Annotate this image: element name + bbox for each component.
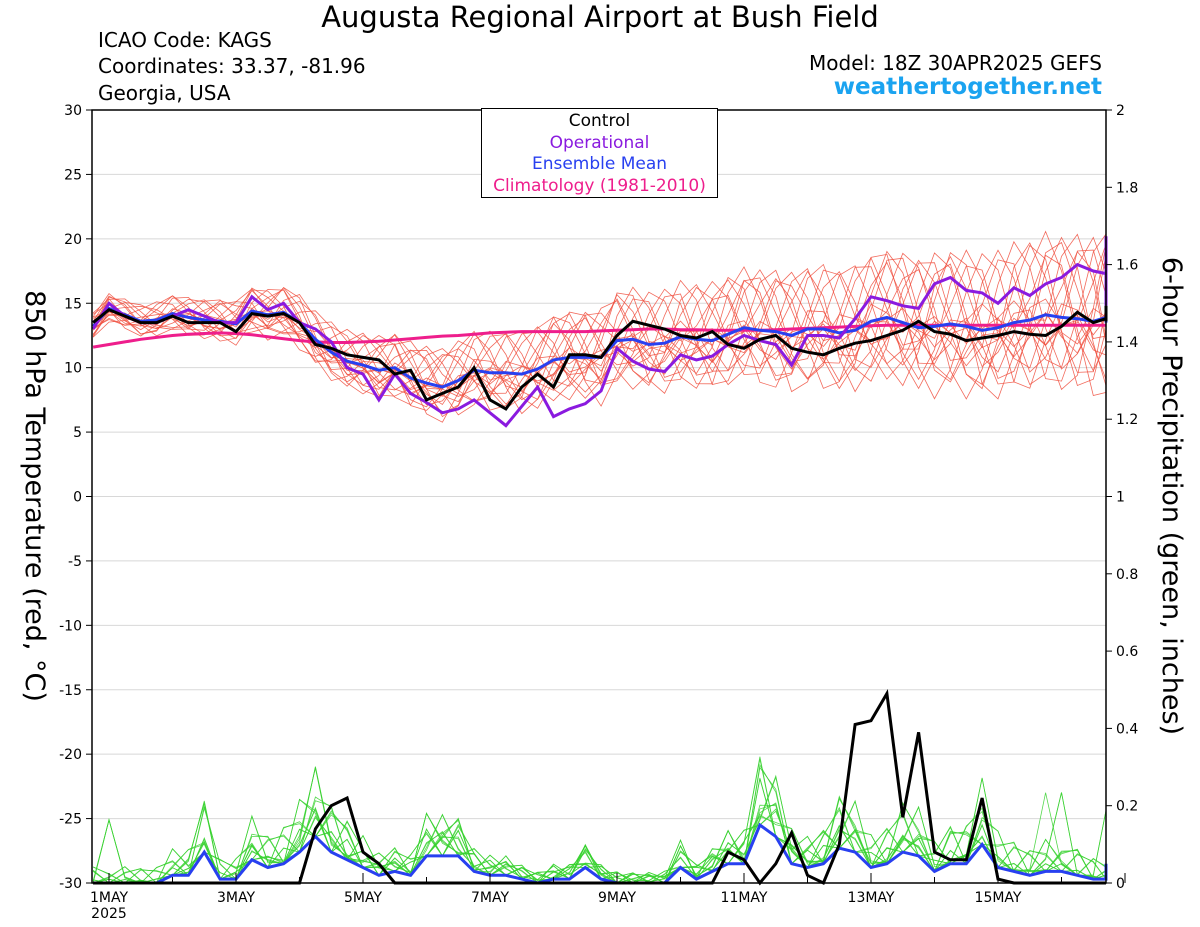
temp-member-line xyxy=(92,244,1107,411)
highlighted-series xyxy=(91,236,1108,886)
x-tick-label: 15MAY xyxy=(975,890,1022,906)
x-tick-label: 7MAY xyxy=(471,890,509,906)
site-link[interactable]: weathertogether.net xyxy=(833,74,1102,100)
x-tick-label: 2025 xyxy=(91,906,127,922)
y-tick-label: 30 xyxy=(64,103,82,119)
temp-member-line xyxy=(92,240,1107,402)
control-temp-line xyxy=(92,305,1108,411)
y-tick-label: 20 xyxy=(64,232,82,248)
temp-member-line xyxy=(92,233,1107,415)
ensemble-temperature-members xyxy=(92,227,1107,423)
y-tick-label: 10 xyxy=(64,361,82,377)
y-tick-label: 25 xyxy=(64,167,82,183)
y2-tick-label: 2 xyxy=(1116,103,1125,119)
y-tick-label: 5 xyxy=(73,425,82,441)
legend-climatology: Climatology (1981-2010) xyxy=(493,175,706,196)
x-tick-label: 13MAY xyxy=(848,890,895,906)
icao-code: ICAO Code: KAGS xyxy=(98,28,272,52)
y2-tick-label: 1.8 xyxy=(1116,180,1138,196)
y-tick-label: -15 xyxy=(59,683,82,699)
precip-member-line xyxy=(93,758,1107,884)
temp-member-line xyxy=(92,245,1107,406)
y-axis-right-label: 6-hour Precipitation (green, inches) xyxy=(1156,257,1187,735)
y2-tick-label: 1.6 xyxy=(1116,258,1138,274)
legend: Control Operational Ensemble Mean Climat… xyxy=(481,108,718,198)
y2-tick-label: 1.2 xyxy=(1116,412,1138,428)
x-tick-label: 11MAY xyxy=(721,890,768,906)
y-axis-left-label: 850 hPa Temperature (red, °C) xyxy=(19,290,50,702)
chart-title: Augusta Regional Airport at Bush Field xyxy=(321,0,879,34)
y-tick-label: -5 xyxy=(68,554,82,570)
x-tick-label: 5MAY xyxy=(344,890,382,906)
y2-tick-label: 0.4 xyxy=(1116,721,1138,737)
temp-member-line xyxy=(92,229,1107,406)
x-tick-label: 9MAY xyxy=(598,890,636,906)
y2-tick-label: 1.4 xyxy=(1116,335,1138,351)
axis-ticks: 302520151050-5-10-15-20-25-3021.81.61.41… xyxy=(59,103,1138,922)
x-tick-label: 3MAY xyxy=(217,890,255,906)
y-tick-label: -10 xyxy=(59,618,82,634)
temp-member-line xyxy=(92,227,1107,408)
y-tick-label: 15 xyxy=(64,296,82,312)
temp-member-line xyxy=(92,236,1107,402)
y2-tick-label: 0.6 xyxy=(1116,644,1138,660)
temp-member-line xyxy=(92,228,1107,405)
grid-lines xyxy=(92,173,1106,820)
precip-member-line xyxy=(92,767,1107,884)
temp-member-line xyxy=(92,249,1107,409)
model-run: Model: 18Z 30APR2025 GEFS xyxy=(809,51,1102,75)
y-tick-label: -25 xyxy=(59,812,82,828)
precip-member-line xyxy=(93,766,1107,884)
y2-tick-label: 0.8 xyxy=(1116,567,1138,583)
legend-ensemble-mean: Ensemble Mean xyxy=(531,154,668,174)
coordinates: Coordinates: 33.37, -81.96 xyxy=(98,54,366,78)
y-tick-label: -20 xyxy=(59,747,82,763)
y-tick-label: -30 xyxy=(59,876,82,892)
region: Georgia, USA xyxy=(98,81,231,105)
precip-member-line xyxy=(92,766,1107,884)
legend-control: Control xyxy=(568,111,631,131)
y-tick-label: 0 xyxy=(73,490,82,506)
y2-tick-label: 1 xyxy=(1116,490,1125,506)
temp-member-line xyxy=(92,241,1107,409)
y2-tick-label: 0 xyxy=(1116,876,1125,892)
x-tick-label: 1MAY xyxy=(90,890,128,906)
y2-tick-label: 0.2 xyxy=(1116,799,1138,815)
legend-operational: Operational xyxy=(549,132,650,153)
operational-temp-line xyxy=(91,236,1108,428)
